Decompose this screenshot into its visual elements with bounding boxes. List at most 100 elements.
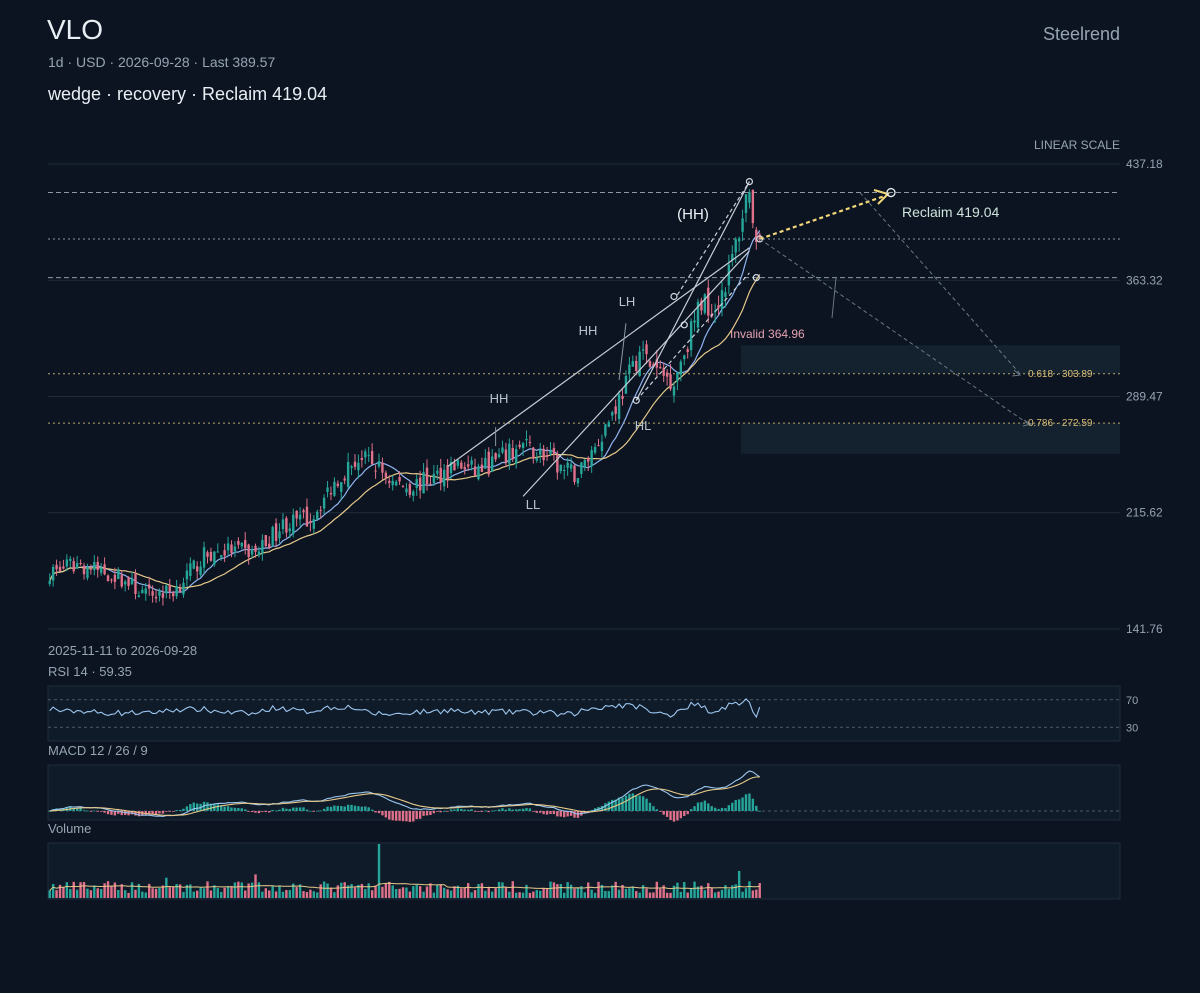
candle [683,354,686,366]
candle-body [220,555,223,558]
volume-bar [75,889,79,898]
volume-bar [370,890,374,898]
candle-body [734,239,737,253]
volume-bar [223,887,226,898]
macd-hist-bar [635,795,638,811]
macd-hist-bar [99,811,103,812]
y-tick-label: 289.47 [1126,390,1163,404]
candle-body [693,320,696,323]
candle [213,550,216,567]
volume-bar [556,884,559,898]
candle [487,447,490,478]
candle-body [202,547,206,568]
volume-bar [288,890,292,898]
candle [614,399,617,422]
volume-bar [741,891,744,898]
candle-body [268,543,271,548]
candle-body [569,464,573,469]
volume-bar [635,891,638,898]
macd-hist-bar [316,810,319,812]
volume-bar [621,884,624,898]
macd-hist-bar [683,811,686,816]
macd-hist-bar [326,806,329,811]
volume-bar [48,890,51,898]
candle [93,555,96,576]
macd-hist-bar [466,809,470,811]
candle-body [597,445,600,447]
volume-bar [710,887,713,898]
volume-bar [590,889,593,898]
volume-bar [456,885,460,898]
candle [525,430,528,447]
macd-hist-bar [75,808,79,811]
volume-bar [250,882,254,898]
volume-bar [154,888,158,898]
macd-hist-bar [233,807,237,811]
candle [110,578,113,584]
volume-bar [398,888,401,898]
macd-hist-bar [432,811,436,814]
macd-hist-bar [645,798,648,811]
reclaim-target-marker [886,187,896,198]
macd-hist-bar [274,810,278,812]
y-tick-label: 363.32 [1126,273,1163,287]
candle [508,438,511,470]
volume-bar [700,885,703,898]
macd-hist-bar [165,811,168,812]
volume-bar [182,892,185,898]
candles [48,189,761,606]
macd-hist-bar [563,811,566,818]
candle [130,571,134,585]
candle-body [539,449,542,455]
candle-body [240,542,243,547]
candle [460,459,463,470]
candle-body [295,510,298,519]
candle [621,387,624,406]
volume-bar [521,892,525,898]
candle-body [418,477,422,491]
macd-hist-bar [569,811,573,816]
candle-body [391,480,394,486]
volume-bar [99,889,103,898]
candle-body [340,481,343,492]
candle-body [144,588,147,594]
candle-body [720,290,724,309]
candle-body [466,464,470,467]
volume-bar [600,884,604,898]
volume-bar [731,885,734,898]
candle [322,494,326,515]
macd-hist-bar [268,811,271,813]
macd-hist-bar [607,801,611,811]
macd-hist-bar [484,810,487,812]
candle-body [106,575,110,582]
volume-bar [62,886,65,898]
candle [171,590,175,602]
macd-hist-bar [329,806,333,811]
candle-body [473,466,477,476]
macd-hist-bar [758,810,761,812]
macd-hist-bar [744,794,748,811]
macd-hist-bar [542,811,545,815]
candle-body [755,229,758,243]
candle-body [655,359,659,368]
candle [254,543,257,558]
candle-body [703,294,707,313]
macd-hist-bar [381,811,384,816]
candle-body [429,483,432,485]
candle-body [134,573,137,594]
candle [617,390,621,424]
volume-bar [281,891,285,898]
volume-bar [737,871,741,898]
candle-body [141,589,144,594]
candle [528,435,532,447]
candle [161,585,165,606]
candle [151,585,154,603]
candle-body [48,580,51,584]
candle-body [676,372,679,382]
macd-hist-bar [353,805,357,811]
candle [707,279,710,323]
macd-hist-bar [209,803,213,811]
volume-bar [528,892,532,898]
candle [147,576,151,596]
